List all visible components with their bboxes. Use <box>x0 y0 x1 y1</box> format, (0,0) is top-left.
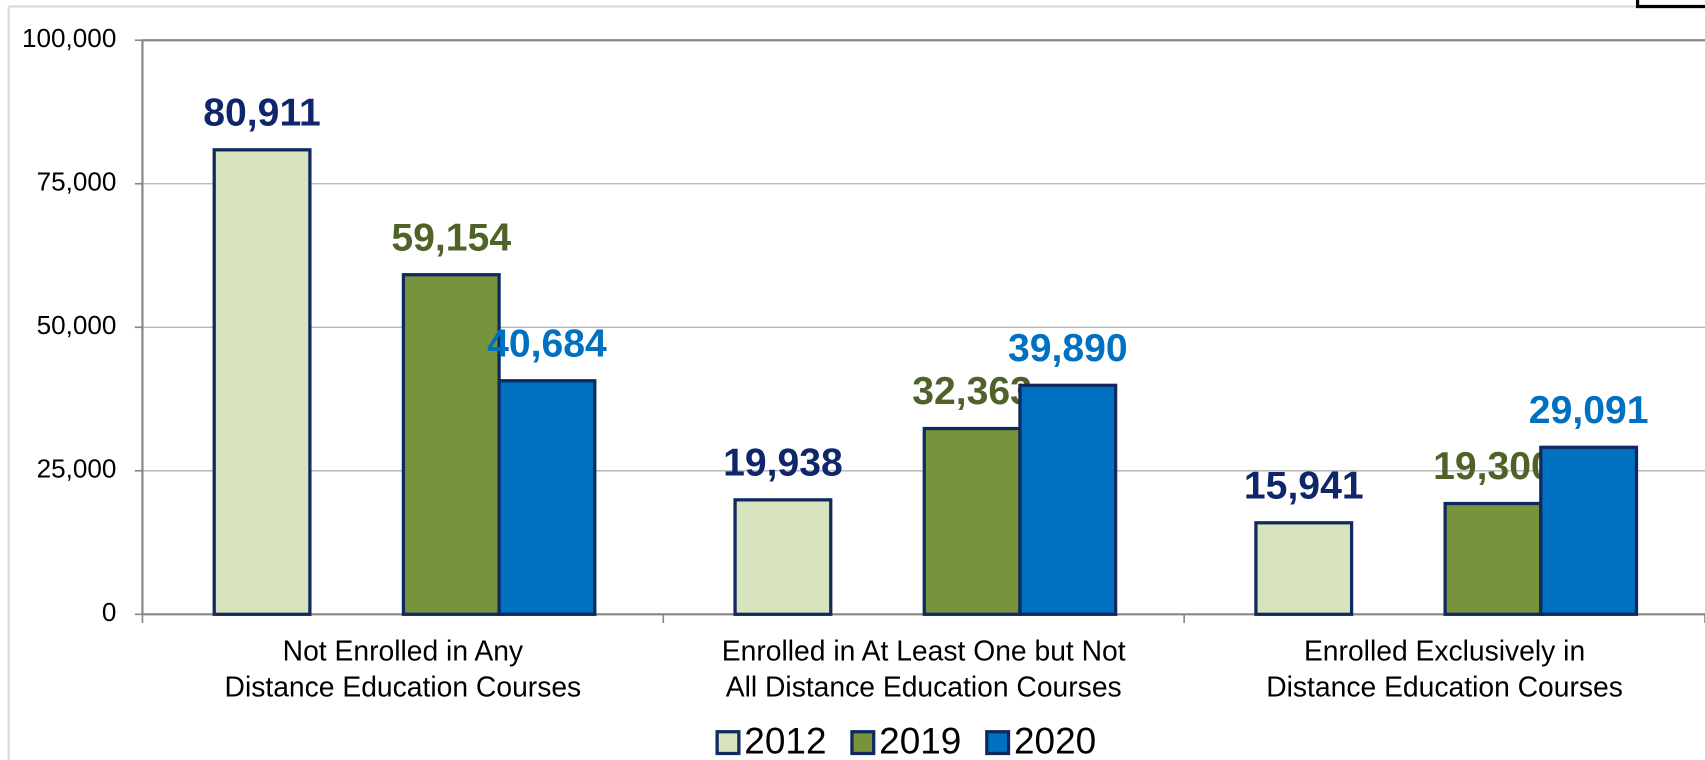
x-tick-label: Enrolled Exclusively in Distance Educatio… <box>1266 635 1623 703</box>
bar <box>1018 383 1118 616</box>
y-tick-label: 0 <box>102 597 117 627</box>
y-tick-label: 50,000 <box>37 310 117 340</box>
x-tick-label: Enrolled in At Least One but Not All Dist… <box>722 635 1126 703</box>
bar <box>212 148 312 616</box>
value-label: 40,684 <box>487 322 607 365</box>
value-label: 32,363 <box>912 370 1032 413</box>
value-label: 29,091 <box>1529 389 1649 432</box>
bar <box>497 379 597 616</box>
value-label: 59,154 <box>391 216 511 259</box>
bar <box>401 273 501 616</box>
corner-box <box>1635 0 1705 9</box>
y-tick-label: 25,000 <box>37 454 117 484</box>
value-label: 15,941 <box>1244 464 1364 507</box>
legend-swatch <box>985 730 1011 756</box>
bar <box>733 498 833 616</box>
bar <box>1254 521 1354 616</box>
legend-swatch <box>715 730 741 756</box>
legend-swatch <box>850 730 876 756</box>
value-label: 39,890 <box>1008 327 1128 370</box>
y-tick-label: 100,000 <box>22 23 116 53</box>
bar <box>1539 445 1639 616</box>
value-label: 19,938 <box>723 441 843 484</box>
legend-label: 2019 <box>879 720 961 760</box>
value-label: 80,911 <box>203 91 321 134</box>
legend-label: 2012 <box>744 720 826 760</box>
y-tick-label: 75,000 <box>37 167 117 197</box>
value-label: 19,300 <box>1433 445 1553 488</box>
x-tick-label: Not Enrolled in Any Distance Education Co… <box>225 635 582 703</box>
bar <box>922 426 1022 616</box>
bar <box>1443 501 1543 616</box>
legend-label: 2020 <box>1014 720 1096 760</box>
